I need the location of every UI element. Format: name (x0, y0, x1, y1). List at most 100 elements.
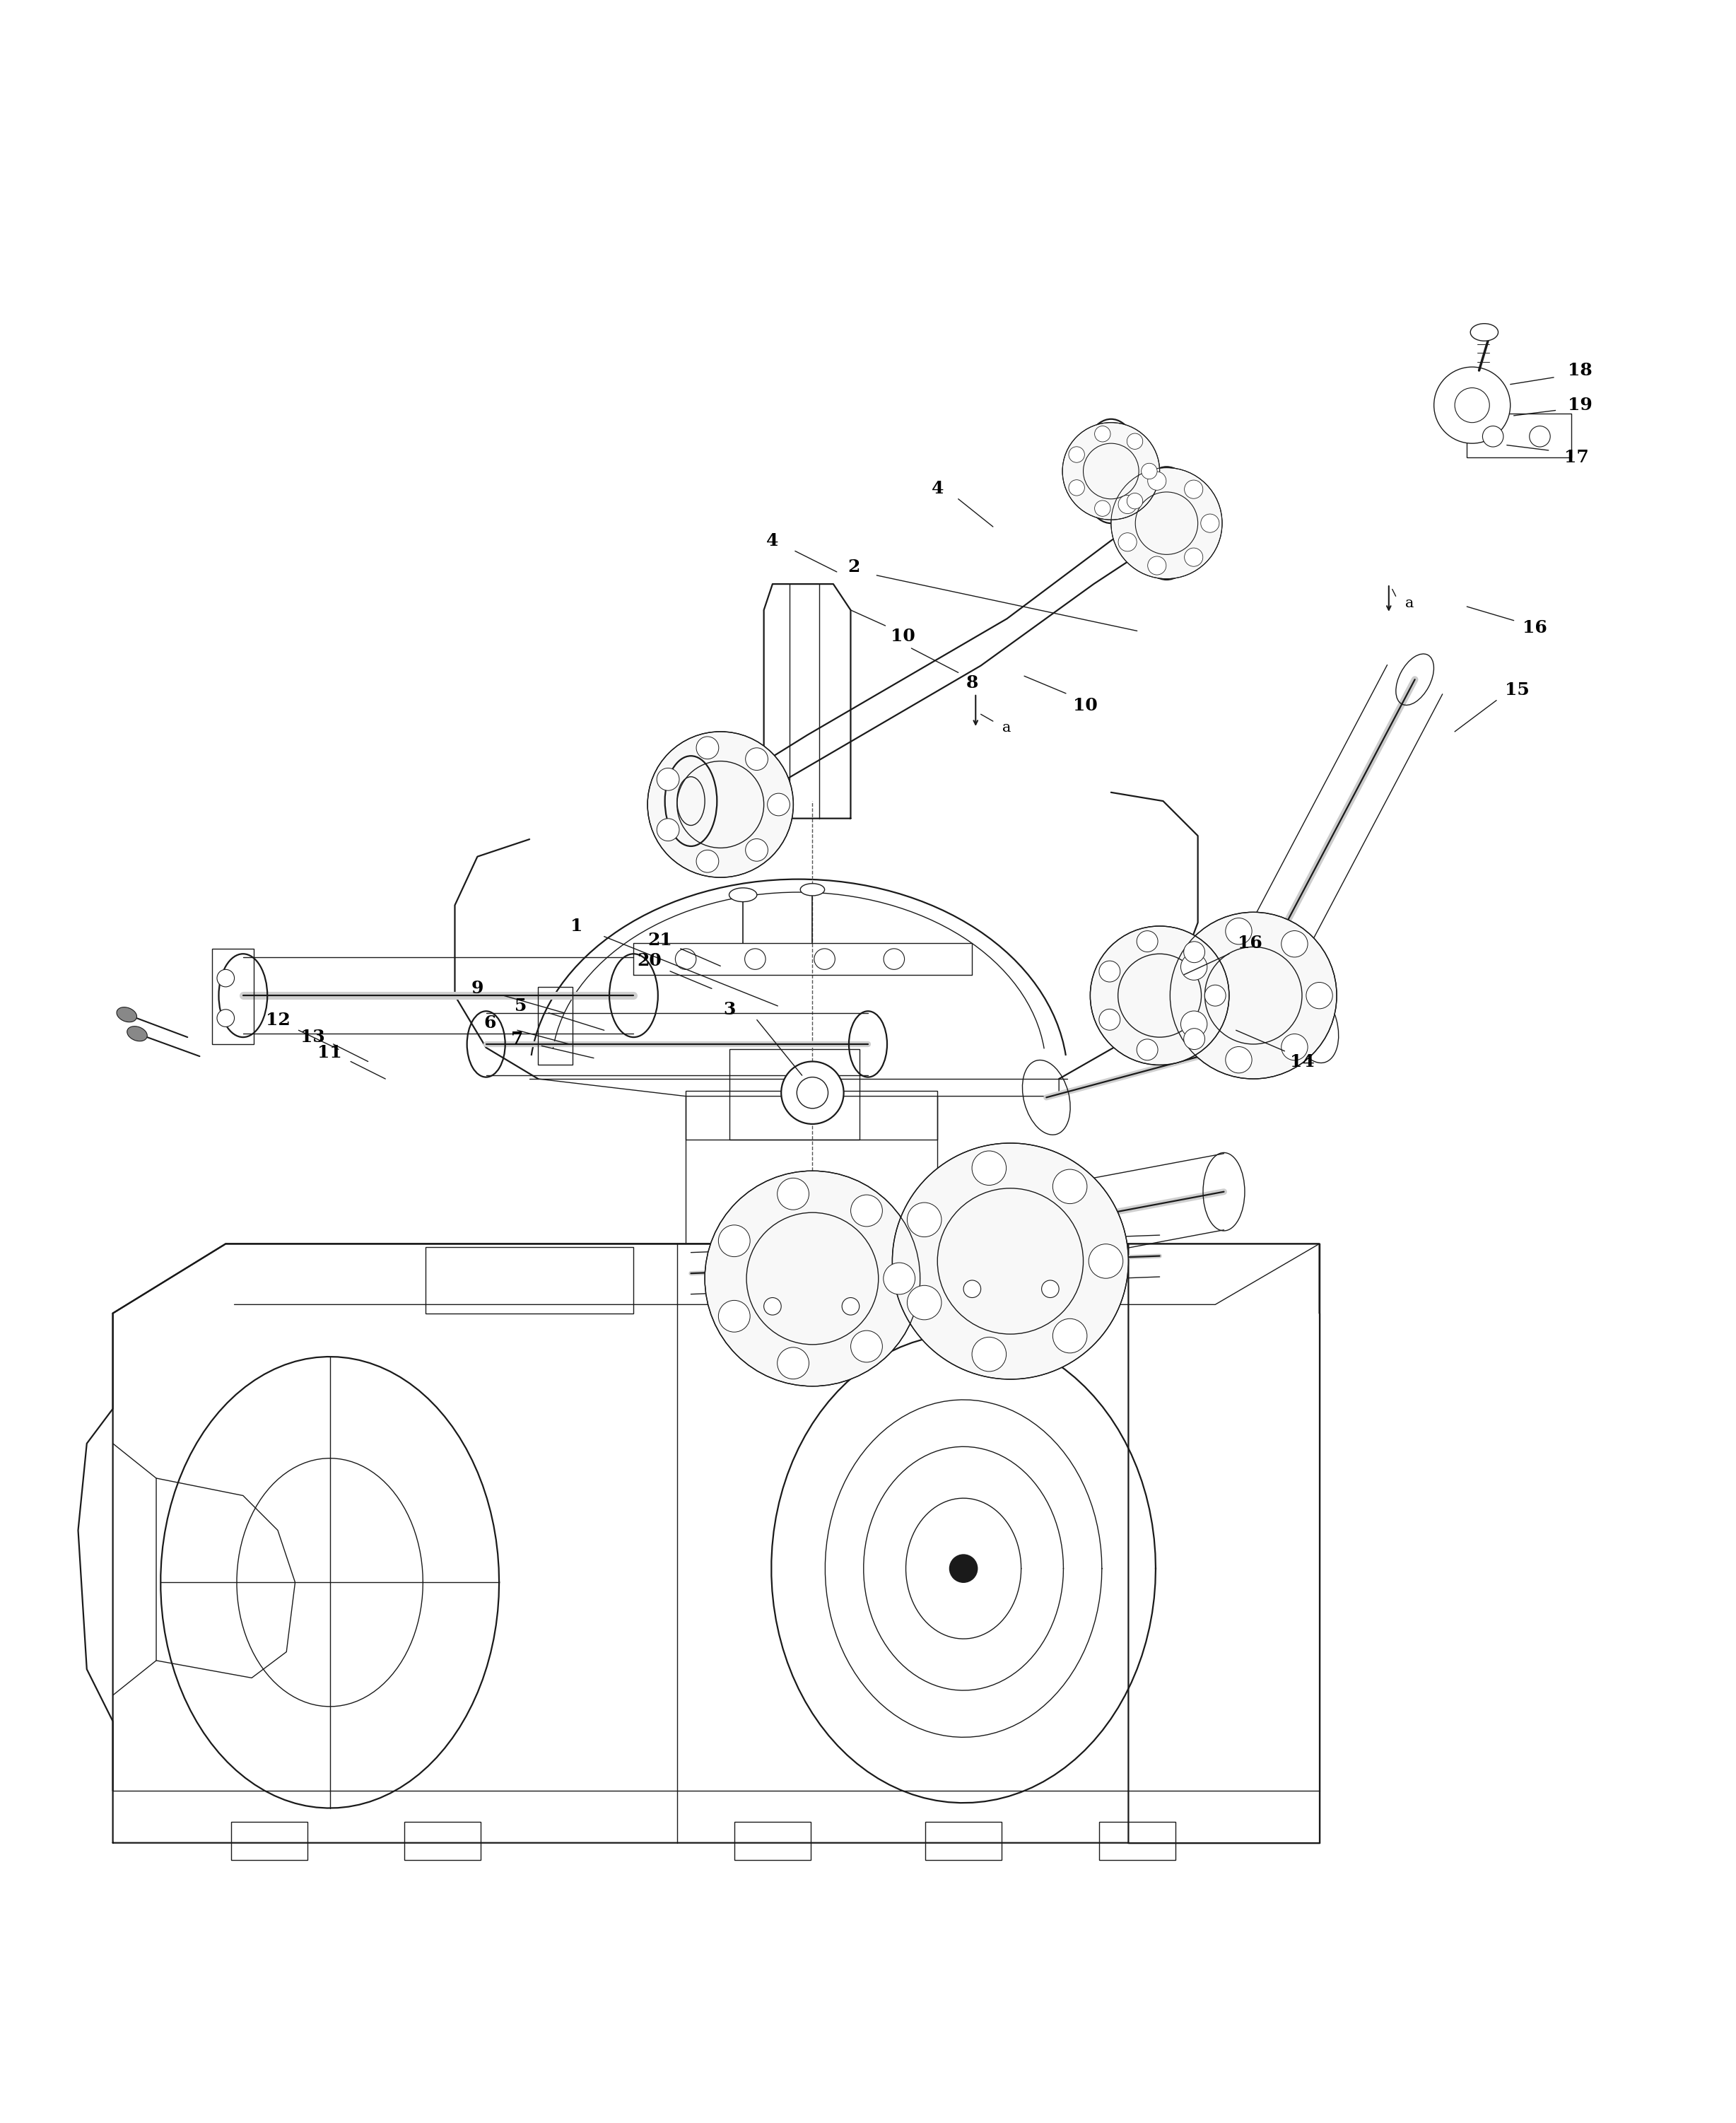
Bar (1467, 414, 1571, 456)
Circle shape (1137, 1038, 1158, 1059)
Circle shape (1180, 953, 1207, 981)
Circle shape (1127, 493, 1142, 510)
Text: 13: 13 (300, 1030, 325, 1047)
Circle shape (1226, 1047, 1252, 1072)
Bar (404, 1822, 481, 1860)
Circle shape (972, 1151, 1007, 1185)
Circle shape (675, 949, 696, 970)
Circle shape (892, 1142, 1128, 1380)
Circle shape (1226, 917, 1252, 945)
Circle shape (1201, 514, 1219, 533)
Circle shape (908, 1202, 941, 1238)
Circle shape (1455, 389, 1489, 422)
Ellipse shape (1470, 323, 1498, 342)
Text: 3: 3 (722, 1000, 736, 1017)
Circle shape (1147, 556, 1167, 575)
Circle shape (1434, 367, 1510, 444)
Text: 5: 5 (514, 998, 528, 1015)
Circle shape (908, 1284, 941, 1321)
Circle shape (745, 949, 766, 970)
Circle shape (1170, 913, 1337, 1078)
Circle shape (972, 1337, 1007, 1371)
Circle shape (696, 849, 719, 873)
Circle shape (1095, 427, 1111, 442)
Bar (734, 1822, 811, 1860)
Bar (425, 1248, 634, 1314)
Circle shape (963, 1280, 981, 1297)
Text: 19: 19 (1568, 397, 1592, 414)
Circle shape (719, 1225, 750, 1257)
Circle shape (1052, 1318, 1087, 1352)
Circle shape (705, 1172, 920, 1386)
Circle shape (778, 1178, 809, 1210)
Circle shape (1069, 480, 1085, 495)
Text: 8: 8 (965, 675, 979, 692)
Text: 16: 16 (1522, 620, 1547, 637)
Circle shape (1099, 1008, 1120, 1030)
Circle shape (1141, 463, 1158, 480)
Ellipse shape (729, 887, 757, 902)
Circle shape (1184, 1028, 1205, 1049)
Circle shape (719, 1301, 750, 1331)
Circle shape (1118, 533, 1137, 552)
Circle shape (1042, 1280, 1059, 1297)
Text: 10: 10 (1073, 696, 1097, 713)
Circle shape (656, 819, 679, 841)
Bar (746, 1291, 885, 1323)
Circle shape (696, 737, 719, 760)
Circle shape (1118, 495, 1137, 514)
Circle shape (814, 949, 835, 970)
Circle shape (1205, 985, 1226, 1006)
Circle shape (851, 1195, 882, 1227)
Circle shape (1137, 930, 1158, 951)
Text: a: a (1002, 722, 1012, 735)
Text: 15: 15 (1505, 681, 1529, 698)
Circle shape (778, 1348, 809, 1380)
Circle shape (217, 1008, 234, 1028)
Circle shape (1483, 427, 1503, 446)
Circle shape (1305, 983, 1333, 1008)
Circle shape (745, 747, 767, 771)
Circle shape (851, 1331, 882, 1363)
Text: 16: 16 (1238, 934, 1262, 951)
Text: 4: 4 (766, 533, 779, 550)
Circle shape (1184, 940, 1205, 962)
Circle shape (656, 769, 679, 790)
Text: 2: 2 (847, 558, 861, 575)
Text: 18: 18 (1568, 363, 1592, 378)
Circle shape (1180, 1011, 1207, 1038)
Circle shape (842, 1297, 859, 1314)
Circle shape (745, 839, 767, 862)
Circle shape (1127, 433, 1142, 450)
Bar (212, 949, 253, 1045)
Circle shape (1088, 1244, 1123, 1278)
Circle shape (1062, 422, 1160, 520)
Text: 6: 6 (483, 1015, 496, 1032)
Circle shape (1069, 446, 1085, 463)
Ellipse shape (116, 1006, 137, 1021)
Bar (231, 1822, 307, 1860)
Circle shape (1052, 1170, 1087, 1204)
Text: 4: 4 (930, 480, 944, 497)
Bar (925, 1822, 1002, 1860)
Circle shape (1111, 467, 1222, 580)
Text: 20: 20 (637, 953, 661, 970)
Bar (746, 1248, 955, 1314)
Ellipse shape (800, 883, 825, 896)
Ellipse shape (127, 1025, 148, 1040)
Bar (946, 1274, 1085, 1304)
Text: 14: 14 (1290, 1053, 1314, 1070)
Bar (729, 1049, 859, 1140)
Circle shape (1095, 501, 1111, 516)
Text: 9: 9 (470, 981, 484, 998)
Circle shape (1090, 926, 1229, 1066)
Circle shape (797, 1076, 828, 1108)
Text: 21: 21 (648, 932, 672, 949)
Circle shape (781, 1062, 844, 1123)
Text: a: a (1404, 597, 1415, 609)
Bar (538, 987, 573, 1066)
Text: 17: 17 (1564, 448, 1588, 465)
Text: 12: 12 (266, 1011, 290, 1028)
Circle shape (884, 949, 904, 970)
Circle shape (1184, 480, 1203, 499)
